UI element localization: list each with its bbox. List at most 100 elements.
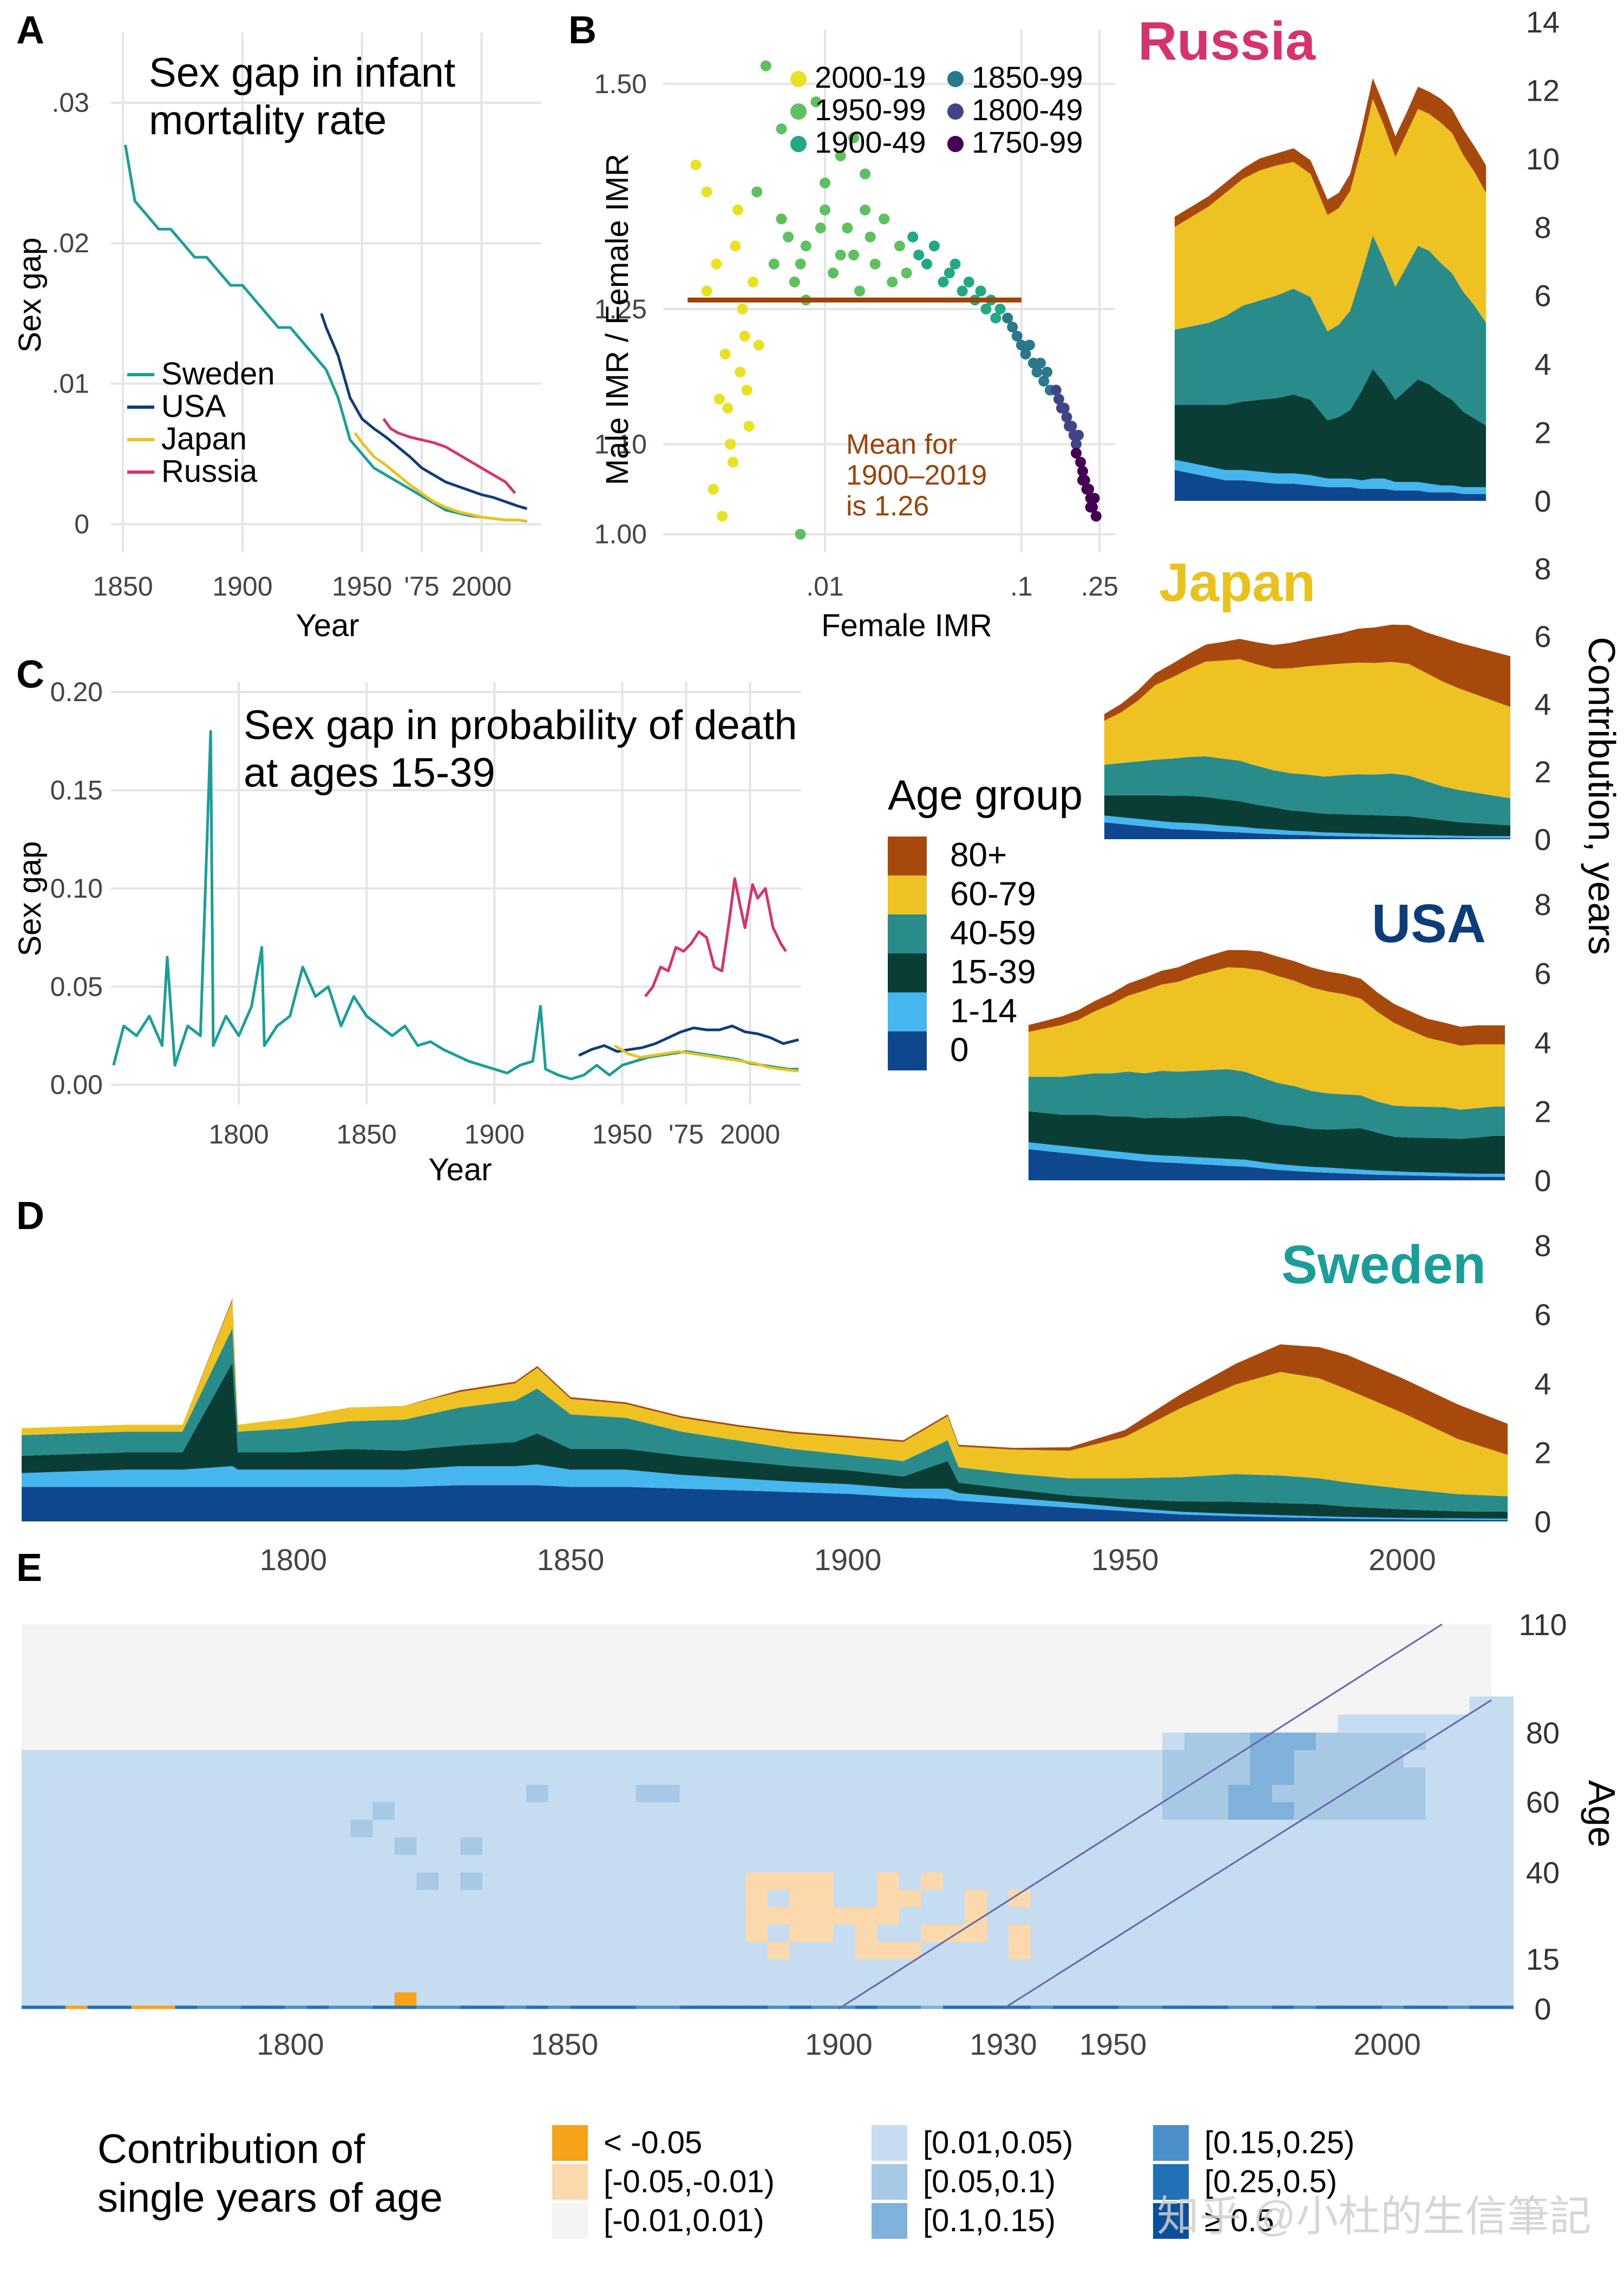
heat-cell: [1140, 1890, 1163, 1907]
heat-cell: [109, 2005, 132, 2009]
area-russia-age-0: [1175, 470, 1486, 501]
heat-cell: [1162, 1959, 1185, 1976]
panel-b-point-1800-49: [1073, 429, 1084, 441]
panel-b-point-1950-99: [760, 60, 771, 71]
heat-cell: [1469, 2005, 1492, 2009]
panel-b-point-1750-99: [1090, 511, 1102, 522]
heat-cell: [306, 2005, 329, 2009]
panel-a-xtick: '75: [404, 571, 440, 602]
heat-cell: [1359, 1854, 1382, 1873]
heat-cell: [1403, 1975, 1426, 1992]
heat-cell: [526, 1942, 549, 1959]
heat-cell: [1272, 1854, 1294, 1873]
panel-e-ytick: 0: [1534, 1992, 1551, 2026]
heat-cell: [43, 1819, 66, 1838]
heat-cell: [1140, 1837, 1163, 1855]
heat-legend-swatch-4: [872, 2164, 907, 2200]
panel-c-xtick: 2000: [720, 1119, 780, 1149]
panel-a-infant-gap-chart: 1850 1900 1950 '75 2000 0 .01 .02 .03 Sex gap in…: [12, 32, 541, 643]
heat-cell: [811, 1872, 834, 1890]
panel-d-ytick-japan: 6: [1534, 619, 1551, 654]
panel-c-series: [112, 730, 799, 1081]
heat-cell: [679, 1785, 702, 1802]
heat-cell: [1162, 1819, 1185, 1838]
heat-cell: [350, 1975, 373, 1992]
heat-cell: [1228, 1959, 1250, 1976]
heat-cell: [329, 1854, 351, 1873]
heat-cell: [394, 1819, 417, 1838]
heat-cell: [877, 1819, 900, 1838]
panel-b-point-1850-99: [1011, 330, 1023, 342]
heat-cell: [43, 1872, 66, 1890]
heat-cell: [1009, 1854, 1031, 1873]
heat-cell: [1425, 1907, 1448, 1925]
heat-cell: [942, 1992, 965, 2006]
heat-cell: [614, 1872, 637, 1890]
heat-cell: [1447, 1992, 1470, 2006]
heat-cell: [460, 1767, 483, 1785]
heat-cell: [526, 1872, 549, 1890]
heat-cell: [921, 1854, 944, 1873]
heat-cell: [350, 1854, 373, 1873]
heat-cell: [350, 1924, 373, 1942]
heat-cell: [745, 1767, 768, 1785]
heat-cell: [592, 1854, 614, 1873]
heat-cell: [1447, 1802, 1470, 1820]
heat-cell: [1009, 2005, 1031, 2009]
heat-cell: [263, 1750, 285, 1768]
heat-cell: [636, 1854, 658, 1873]
heat-cell: [1403, 1907, 1426, 1925]
heat-cell: [1447, 1837, 1470, 1855]
heat-cell: [285, 1750, 307, 1768]
heat-cell: [197, 1942, 220, 1959]
heat-cell: [658, 1890, 680, 1907]
heat-cell: [636, 1942, 658, 1959]
heat-cell: [723, 1854, 746, 1873]
heat-cell: [921, 2005, 944, 2009]
heat-cell: [131, 1975, 154, 1992]
heat-cell: [526, 1992, 549, 2006]
heat-cell: [1359, 1942, 1382, 1959]
heat-cell: [263, 1785, 285, 1802]
heat-cell: [1052, 1992, 1075, 2006]
heat-legend-swatch-8: [1153, 2203, 1189, 2239]
panel-b-ytick: 1.10: [594, 429, 647, 459]
heat-cell: [1294, 1975, 1317, 1992]
heat-cell: [219, 1959, 241, 1976]
heat-cell: [833, 1819, 856, 1838]
heat-cell: [986, 1854, 1010, 1873]
heat-cell: [855, 1802, 878, 1820]
heat-cell: [745, 1942, 768, 1959]
heat-cell: [43, 1802, 66, 1820]
panel-b-ytick: 1.25: [594, 294, 647, 324]
heat-cell: [153, 1942, 176, 1959]
heat-cell: [877, 1785, 900, 1802]
heat-cell: [1359, 2005, 1382, 2009]
heat-cell: [1294, 1802, 1317, 1820]
panel-d-ytick-sweden: 2: [1534, 1436, 1551, 1470]
heat-cell: [1425, 1802, 1448, 1820]
heat-cell: [789, 1854, 812, 1873]
heat-cell: [1403, 1890, 1426, 1907]
heat-cell: [372, 1942, 395, 1959]
panel-b-point-1950-99: [795, 258, 806, 270]
heat-cell: [921, 1837, 944, 1855]
panel-a-ylabel: Sex gap: [12, 238, 48, 353]
heat-cell: [855, 1975, 878, 1992]
heat-cell: [658, 1767, 680, 1785]
panel-b-point-2000-19: [719, 348, 731, 360]
heat-cell: [1294, 1907, 1317, 1925]
heat-cell: [1009, 1924, 1031, 1942]
panel-a-title-line2: mortality rate: [149, 97, 387, 143]
heat-cell: [1228, 1942, 1250, 1959]
panel-letter-d: D: [16, 1194, 44, 1238]
heat-cell: [43, 1959, 66, 1976]
heat-cell: [592, 1907, 614, 1925]
heat-cell: [416, 1837, 439, 1855]
panel-e-ytick: 80: [1526, 1716, 1560, 1750]
heat-cell: [1206, 1750, 1229, 1768]
heat-cell: [855, 1907, 878, 1925]
heat-cell: [350, 1942, 373, 1959]
heat-cell: [1184, 1907, 1207, 1925]
heat-cell: [986, 1924, 1010, 1942]
